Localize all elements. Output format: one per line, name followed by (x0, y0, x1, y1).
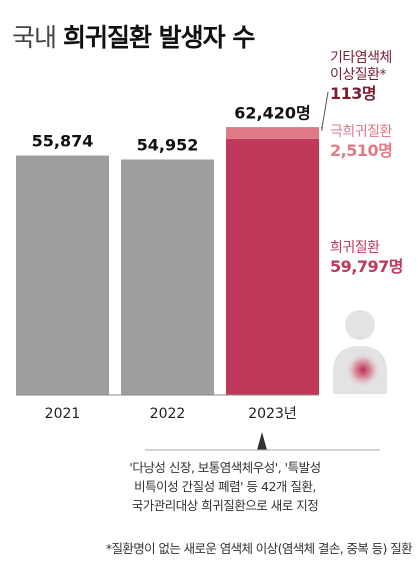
annotation-chromosome: 기타염색체 이상질환* 113명 (330, 50, 392, 104)
bracket-top-segments (321, 126, 323, 131)
annotation-chromosome-label-1: 기타염색체 (330, 50, 392, 66)
annotation-ultra-rare-value: 2,510명 (330, 141, 393, 160)
note-box: '다낭성 신장, 보통염색체우성', '특발성 비특이성 간질성 폐렴' 등 4… (60, 458, 390, 515)
annotation-chromosome-label-2: 이상질환* (330, 67, 387, 83)
total-label-2023년: 62,420명 (234, 103, 310, 122)
bar-2022-series-0 (121, 159, 214, 395)
total-label-2022: 54,952 (137, 135, 199, 154)
tick-label-2023년: 2023년 (248, 406, 297, 422)
chart-title-light: 국내 (12, 23, 57, 52)
tick-label-2022: 2022 (150, 406, 186, 422)
total-label-2021: 55,874 (32, 132, 94, 151)
leader-chromosome (321, 91, 329, 128)
annotation-ultra-rare: 극희귀질환 2,510명 (330, 124, 393, 161)
person-head (345, 310, 375, 340)
chart-title-bold: 희귀질환 발생자 수 (62, 23, 255, 52)
tick-label-2021: 2021 (45, 406, 81, 422)
annotation-rare: 희귀질환 59,797명 (330, 240, 403, 277)
pain-spot (345, 352, 381, 388)
person-icon (333, 310, 387, 394)
note-pointer (257, 432, 267, 450)
bar-2023년-series-1 (226, 127, 319, 139)
note-line-3: 국가관리대상 희귀질환으로 새로 지정 (131, 498, 319, 513)
bar-2023년-series-0 (226, 138, 319, 395)
annotation-chromosome-value: 113명 (330, 84, 377, 103)
annotation-rare-value: 59,797명 (330, 257, 403, 276)
annotation-ultra-rare-label: 극희귀질환 (330, 124, 392, 140)
note-line-1: '다낭성 신장, 보통염색체우성', '특발성 (129, 460, 321, 475)
annotation-rare-label: 희귀질환 (330, 240, 380, 256)
footnote: *질환명이 없는 새로운 염색체 이상(염색체 결손, 중복 등) 질환 (105, 541, 413, 556)
bar-2021-series-0 (16, 155, 109, 395)
note-line-2: 비특이성 간질성 폐렴' 등 42개 질환, (134, 479, 316, 494)
chart-title: 국내 희귀질환 발생자 수 (12, 18, 255, 54)
